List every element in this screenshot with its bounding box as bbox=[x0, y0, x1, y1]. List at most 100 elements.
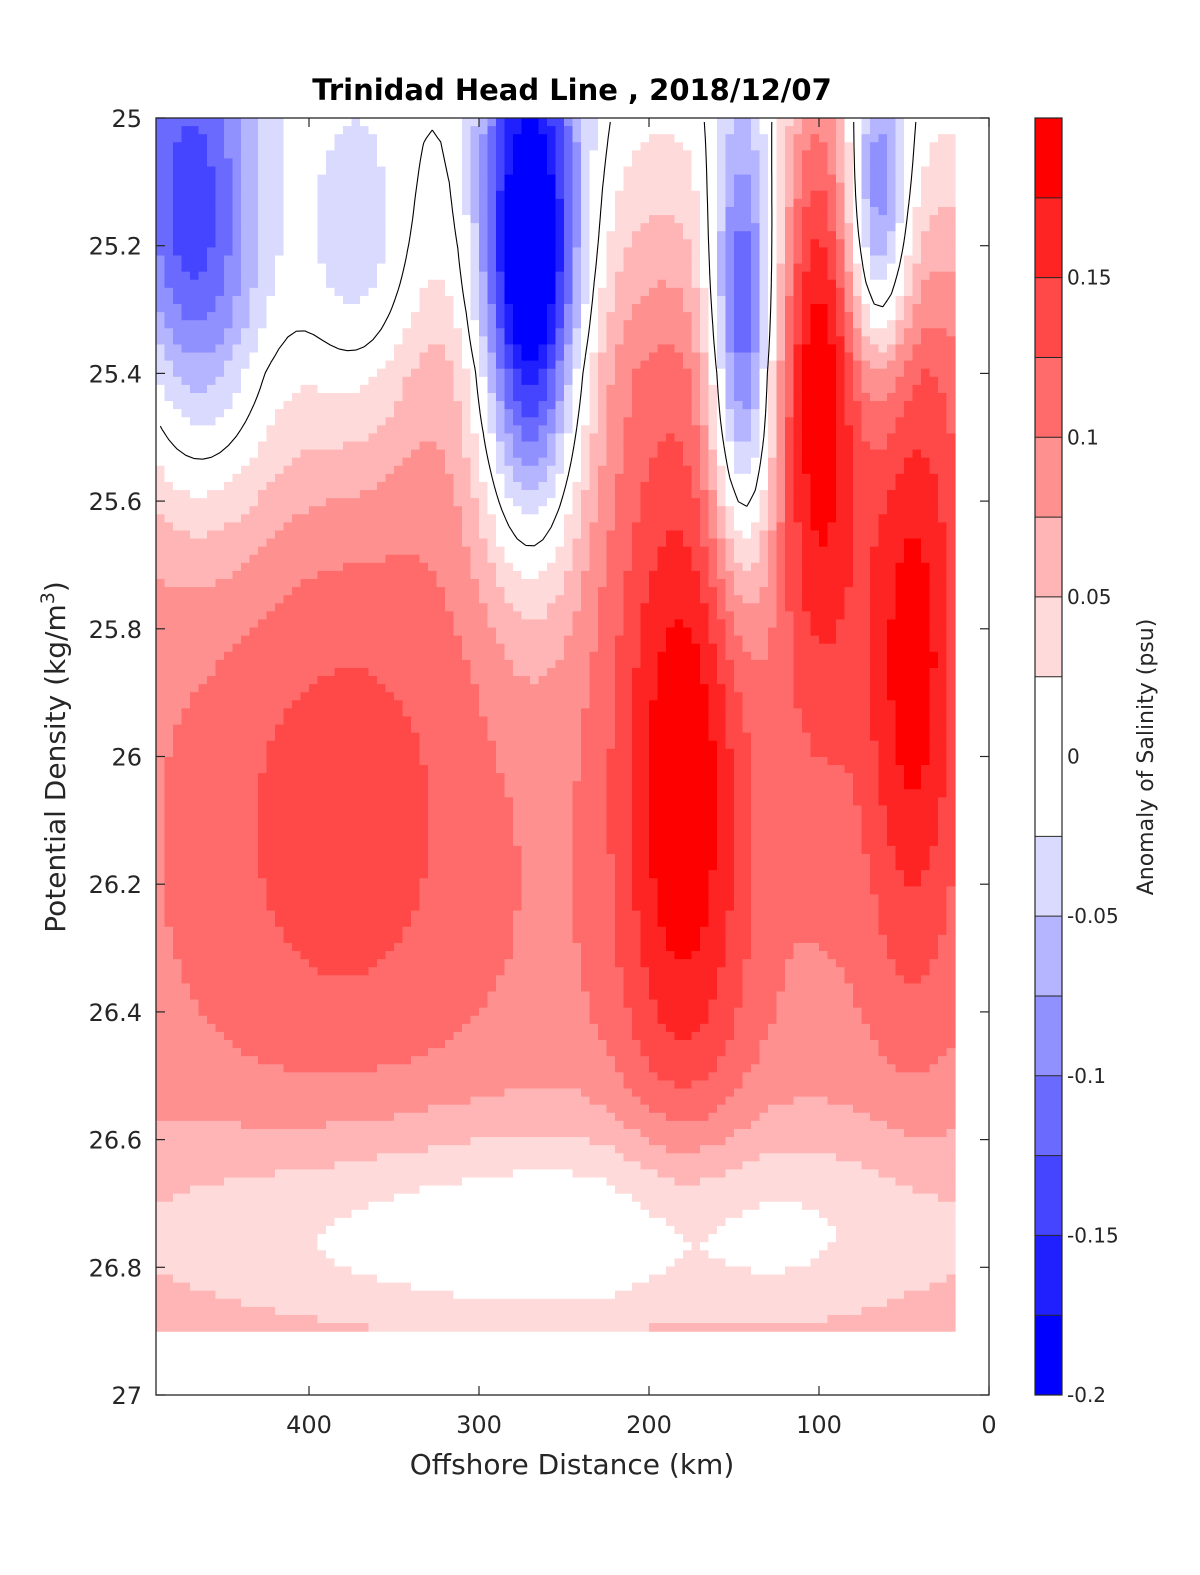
field-cell bbox=[793, 295, 803, 305]
field-cell bbox=[394, 1193, 633, 1203]
field-cell bbox=[572, 554, 591, 564]
field-cell bbox=[717, 967, 744, 976]
field-cell bbox=[691, 1080, 744, 1090]
field-cell bbox=[385, 174, 463, 184]
field-cell bbox=[683, 538, 701, 548]
field-cell bbox=[589, 166, 625, 176]
field-cell bbox=[691, 320, 701, 329]
field-cell bbox=[700, 271, 718, 281]
field-cell bbox=[649, 773, 718, 782]
field-cell bbox=[368, 967, 506, 976]
field-cell bbox=[241, 1298, 888, 1308]
field-cell bbox=[827, 142, 837, 151]
field-cell bbox=[156, 1120, 242, 1130]
field-cell bbox=[156, 360, 174, 370]
field-cell bbox=[547, 368, 557, 378]
field-cell bbox=[649, 134, 676, 143]
field-cell bbox=[793, 215, 803, 224]
field-cell bbox=[164, 862, 259, 871]
field-cell bbox=[555, 247, 565, 257]
field-cell bbox=[836, 433, 854, 443]
field-cell bbox=[224, 336, 242, 346]
field-cell bbox=[598, 328, 608, 337]
field-cell bbox=[861, 215, 871, 224]
field-cell bbox=[317, 190, 387, 200]
field-cell bbox=[887, 142, 897, 151]
field-cell bbox=[581, 951, 616, 960]
field-cell bbox=[734, 118, 752, 127]
field-cell bbox=[853, 239, 863, 248]
field-cell bbox=[734, 797, 752, 807]
field-cell bbox=[470, 150, 480, 160]
field-cell bbox=[776, 368, 786, 378]
field-cell bbox=[725, 433, 735, 443]
field-cell bbox=[870, 595, 897, 604]
field-cell bbox=[878, 1169, 956, 1179]
field-cell bbox=[581, 344, 599, 354]
field-cell bbox=[547, 603, 582, 612]
field-cell bbox=[861, 320, 871, 329]
field-cell bbox=[564, 433, 582, 443]
field-cell bbox=[887, 247, 897, 257]
field-cell bbox=[759, 1048, 880, 1057]
field-cell bbox=[708, 562, 718, 572]
field-cell bbox=[861, 174, 871, 184]
colorbar-tick-label: -0.2 bbox=[1067, 1383, 1106, 1407]
field-cell bbox=[615, 870, 633, 879]
field-cell bbox=[496, 392, 506, 402]
field-cell bbox=[547, 344, 557, 354]
field-cell bbox=[759, 150, 769, 160]
field-cell bbox=[870, 886, 948, 896]
field-cell bbox=[759, 295, 769, 305]
field-cell bbox=[759, 304, 769, 313]
field-cell bbox=[513, 336, 548, 346]
field-cell bbox=[751, 894, 880, 904]
field-cell bbox=[870, 182, 888, 192]
field-cell bbox=[657, 918, 710, 928]
field-cell bbox=[564, 247, 574, 257]
field-cell bbox=[708, 465, 718, 475]
field-cell bbox=[751, 562, 769, 572]
field-cell bbox=[768, 166, 778, 176]
field-cell bbox=[870, 166, 888, 176]
field-cell bbox=[479, 506, 489, 515]
colorbar-tick-label: -0.15 bbox=[1067, 1223, 1119, 1247]
field-cell bbox=[938, 805, 956, 815]
field-cell bbox=[606, 1048, 642, 1057]
field-cell bbox=[504, 409, 514, 418]
field-cell bbox=[887, 344, 897, 354]
field-cell bbox=[895, 150, 905, 160]
field-cell bbox=[904, 304, 914, 313]
field-cell bbox=[751, 304, 761, 313]
field-cell bbox=[904, 457, 931, 467]
field-cell bbox=[725, 409, 735, 418]
field-cell bbox=[700, 336, 710, 346]
field-cell bbox=[156, 805, 166, 815]
field-cell bbox=[853, 166, 863, 176]
field-cell bbox=[156, 1128, 642, 1138]
field-cell bbox=[156, 1274, 174, 1284]
field-cell bbox=[759, 182, 769, 192]
field-cell bbox=[793, 433, 803, 443]
field-cell bbox=[785, 360, 795, 370]
field-cell bbox=[504, 425, 523, 435]
field-cell bbox=[768, 304, 778, 313]
field-cell bbox=[946, 627, 956, 637]
field-cell bbox=[462, 425, 472, 435]
field-cell bbox=[368, 1201, 642, 1211]
field-cell bbox=[385, 247, 472, 257]
field-cell bbox=[827, 223, 837, 232]
field-cell bbox=[700, 384, 710, 394]
field-cell bbox=[283, 708, 404, 718]
field-cell bbox=[623, 983, 650, 993]
field-cell bbox=[725, 546, 735, 556]
field-cell bbox=[156, 862, 166, 871]
field-cell bbox=[912, 279, 922, 289]
field-cell bbox=[572, 150, 582, 160]
field-cell bbox=[725, 239, 735, 248]
field-cell bbox=[564, 166, 574, 176]
field-cell bbox=[802, 1201, 956, 1211]
field-cell bbox=[844, 279, 854, 289]
field-cell bbox=[666, 1266, 752, 1276]
field-cell bbox=[156, 506, 251, 515]
